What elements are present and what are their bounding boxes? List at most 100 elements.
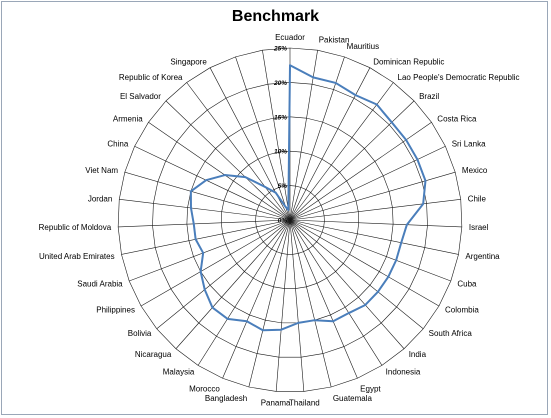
grid-spoke xyxy=(222,219,291,379)
grid-ring xyxy=(117,47,463,392)
category-label: Singapore xyxy=(170,58,207,67)
category-label: Nicaragua xyxy=(135,350,172,359)
data-point xyxy=(332,320,335,323)
data-point xyxy=(189,190,192,193)
category-label: Ecuador xyxy=(275,33,305,42)
grid-spoke xyxy=(140,219,291,307)
data-point xyxy=(244,176,247,179)
tick-label: 5% xyxy=(278,183,288,190)
category-label: Republic of Moldova xyxy=(39,223,112,232)
data-point xyxy=(274,191,277,194)
category-label: Mauritius xyxy=(347,42,379,51)
category-label: Morocco xyxy=(189,385,220,394)
grid-spoke xyxy=(262,50,291,221)
category-label: Dominican Republic xyxy=(373,58,444,67)
category-label: South Africa xyxy=(429,329,473,338)
data-point xyxy=(289,64,291,67)
grid-spoke xyxy=(289,219,383,366)
data-point xyxy=(264,186,267,188)
data-point xyxy=(245,320,248,323)
grid-spoke xyxy=(275,219,291,392)
grid-spoke xyxy=(289,122,432,221)
data-point xyxy=(377,290,379,293)
data-point xyxy=(375,103,378,106)
grid-spoke xyxy=(186,82,291,221)
category-label: Mexico xyxy=(462,166,488,175)
grid-spoke xyxy=(289,219,424,330)
grid-spoke xyxy=(289,56,345,221)
category-label: El Salvador xyxy=(120,92,161,101)
radar-series-layer xyxy=(189,64,427,332)
grid-spoke xyxy=(289,219,405,349)
category-label: Cuba xyxy=(457,279,477,288)
data-point xyxy=(190,207,192,209)
grid-ring xyxy=(255,185,325,255)
data-point xyxy=(422,202,425,205)
data-point xyxy=(400,241,403,244)
data-point xyxy=(334,82,337,84)
category-label: Saudi Arabia xyxy=(77,279,123,288)
grid-spoke xyxy=(289,219,451,282)
data-point xyxy=(203,288,206,291)
grid-spoke xyxy=(235,56,291,221)
grid-spoke xyxy=(289,145,446,221)
grid-spoke xyxy=(289,198,461,221)
grid-spoke xyxy=(118,219,291,228)
data-point xyxy=(284,206,287,208)
category-label: Panama xyxy=(261,398,291,407)
category-label: Egypt xyxy=(360,385,381,394)
series-line xyxy=(189,64,427,332)
category-label: United Arab Emirates xyxy=(39,252,115,261)
category-label: Thailand xyxy=(289,398,320,407)
category-label: Argentina xyxy=(465,252,500,261)
grid-spoke xyxy=(124,171,291,221)
category-label: Chile xyxy=(468,194,487,203)
grid-spoke xyxy=(175,219,291,349)
data-point xyxy=(354,94,357,97)
data-point xyxy=(194,238,197,241)
category-label: Guatemala xyxy=(333,394,373,403)
grid-spoke xyxy=(248,219,291,388)
data-point xyxy=(390,121,393,124)
category-label: Sri Lanka xyxy=(452,139,486,148)
radar-tick-labels: 0% 5% 10% 15% 20% 25% xyxy=(273,46,287,225)
category-label: Philippines xyxy=(96,306,135,315)
grid-ring xyxy=(152,82,428,358)
data-point xyxy=(199,270,202,273)
data-point xyxy=(280,328,283,331)
data-point xyxy=(261,329,264,332)
data-point xyxy=(313,319,316,322)
grid-ring xyxy=(186,116,394,324)
data-point xyxy=(364,304,367,306)
grid-spoke xyxy=(289,219,462,228)
category-label: Jordan xyxy=(88,194,112,203)
data-point xyxy=(297,321,300,324)
tick-label: 10% xyxy=(274,149,287,156)
category-label: Israel xyxy=(469,223,489,232)
category-label: Malaysia xyxy=(163,367,195,376)
grid-spoke xyxy=(289,219,332,388)
data-point xyxy=(347,312,350,314)
grid-spoke xyxy=(289,82,394,221)
data-point xyxy=(287,208,290,211)
data-point xyxy=(405,223,408,226)
tick-label: 15% xyxy=(274,114,287,121)
data-point xyxy=(202,252,205,254)
data-point xyxy=(405,138,407,141)
category-label: Bangladesh xyxy=(205,394,247,403)
grid-spoke xyxy=(156,219,291,330)
grid-spoke xyxy=(289,100,415,221)
data-point xyxy=(312,76,315,79)
category-label: Brazil xyxy=(419,92,439,101)
data-point xyxy=(211,306,214,309)
category-label: Viet Nam xyxy=(85,166,118,175)
data-point xyxy=(192,222,195,225)
category-label: India xyxy=(409,350,427,359)
data-point xyxy=(395,259,398,262)
data-point xyxy=(226,317,229,320)
grid-spoke xyxy=(129,219,291,282)
category-label: Lao People's Democratic Republic xyxy=(398,73,520,82)
